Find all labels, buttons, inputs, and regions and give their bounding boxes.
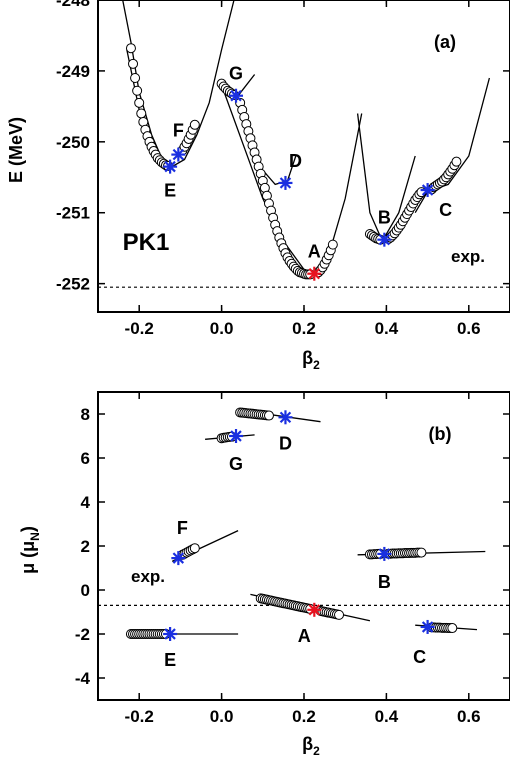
point-label-c: C <box>413 647 426 667</box>
x-tick-label: -0.2 <box>125 707 154 726</box>
y-tick-label: -4 <box>75 669 91 688</box>
fit-curve <box>414 77 491 214</box>
panel-tag: (a) <box>434 32 456 52</box>
star-stroke <box>378 233 391 246</box>
point-label-f: F <box>173 121 184 141</box>
data-point <box>132 85 143 96</box>
star-marker-a <box>307 602 322 617</box>
data-point <box>416 547 427 558</box>
star-marker-g <box>229 429 244 443</box>
y-tick-label: -2 <box>75 625 90 644</box>
y-tick-label: -252 <box>56 275 90 294</box>
y-tick-label: -248 <box>56 0 90 10</box>
panel-b: A B C D E F G -0.2 0.0 0.2 0.4 0.6 -4 -2 0 2 4 6 8 (b) ex… <box>18 391 510 758</box>
star-marker-e <box>163 159 178 174</box>
data-point <box>263 410 274 421</box>
star-marker-e <box>163 627 178 641</box>
star-stroke <box>230 430 242 442</box>
point-label-c: C <box>439 200 452 220</box>
star-marker-c <box>420 183 435 198</box>
star-stroke <box>308 267 321 280</box>
data-point <box>189 119 200 130</box>
x-axis-label: β2 <box>302 348 320 372</box>
star-marker-b <box>377 232 392 247</box>
data-point <box>189 543 200 554</box>
x-tick-label: 0.2 <box>292 319 316 338</box>
star-marker-a <box>307 266 322 281</box>
x-tick-label: 0.4 <box>375 319 399 338</box>
point-label-a: A <box>298 626 311 646</box>
star-marker-b <box>377 546 392 561</box>
y-tick-label: -251 <box>56 204 90 223</box>
y-tick-label: -249 <box>56 62 90 81</box>
exp-label: exp. <box>451 247 485 266</box>
point-label-d: D <box>279 433 292 453</box>
y-tick-label: 8 <box>81 405 90 424</box>
data-point <box>128 58 139 69</box>
star-marker-d <box>278 410 293 425</box>
point-label-g: G <box>229 64 243 84</box>
y-tick-label: 6 <box>81 449 90 468</box>
star-stroke <box>308 604 321 616</box>
data-point <box>447 623 458 634</box>
y-axis-label: μ (μN) <box>18 526 42 574</box>
y-tick-label: 0 <box>81 581 90 600</box>
model-label: PK1 <box>123 229 170 256</box>
y-axis-label: E (MeV) <box>6 117 26 183</box>
panel-tag: (b) <box>429 424 452 444</box>
point-label-a: A <box>308 242 321 262</box>
point-label-d: D <box>289 151 302 171</box>
star-stroke <box>421 621 434 633</box>
star-stroke <box>164 628 176 640</box>
x-axis-label: β2 <box>302 734 320 758</box>
x-tick-label: 0.4 <box>375 707 399 726</box>
data-point <box>334 609 345 620</box>
star-stroke <box>378 548 391 560</box>
data-point <box>136 108 147 119</box>
y-tick-label: -250 <box>56 133 90 152</box>
star-marker-f <box>171 551 186 566</box>
data-point <box>130 73 141 83</box>
exp-label: exp. <box>131 567 165 586</box>
data-point <box>125 43 136 54</box>
star-stroke <box>164 160 176 173</box>
x-tick-label: 0.6 <box>457 707 481 726</box>
panel-a: A B C D E F G -0.2 0.0 0.2 0.4 0.6 -248 -249 -250 -251… <box>6 0 510 372</box>
x-tick-label: -0.2 <box>125 319 154 338</box>
x-tick-label: 0.2 <box>292 707 316 726</box>
star-marker-g <box>229 88 244 103</box>
star-stroke <box>230 89 242 102</box>
point-label-g: G <box>229 454 243 474</box>
fit-curve <box>171 0 235 168</box>
star-marker-d <box>278 175 293 190</box>
star-stroke <box>172 552 185 564</box>
data-point <box>451 156 462 167</box>
star-stroke <box>279 411 292 424</box>
star-marker-f <box>171 147 186 162</box>
star-stroke <box>279 177 292 189</box>
x-tick-label: 0.0 <box>210 319 234 338</box>
point-label-b: B <box>378 572 391 592</box>
y-tick-label: 2 <box>81 537 90 556</box>
x-tick-label: 0.6 <box>457 319 481 338</box>
point-label-f: F <box>177 518 188 538</box>
star-stroke <box>172 148 185 161</box>
data-point <box>327 239 338 250</box>
point-label-e: E <box>164 181 176 201</box>
point-label-e: E <box>164 650 176 670</box>
y-tick-label: 4 <box>81 493 91 512</box>
star-marker-c <box>420 619 435 634</box>
point-label-b: B <box>378 208 391 228</box>
star-stroke <box>421 184 434 196</box>
x-tick-label: 0.0 <box>210 707 234 726</box>
data-point <box>134 97 145 108</box>
